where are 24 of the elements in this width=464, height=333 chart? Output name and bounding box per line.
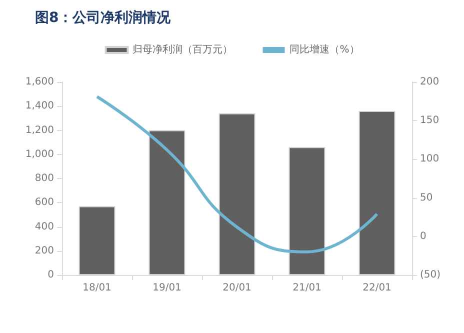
x-tick-label: 21/01 (292, 282, 322, 294)
chart-title: 图8：公司净利润情况 (35, 9, 172, 26)
x-tick-label: 22/01 (362, 282, 392, 294)
y-tick-label: 1,200 (25, 124, 54, 136)
x-tick-label: 19/01 (152, 282, 182, 294)
y2-tick-label: 200 (420, 76, 440, 88)
y2-tick-label: 150 (420, 115, 440, 126)
y-tick-label: 600 (34, 197, 54, 208)
x-tick-label: 18/01 (82, 282, 112, 294)
legend-label: 归母净利润（百万元） (132, 44, 233, 56)
y-tick-label: 400 (34, 221, 54, 232)
y-tick-label: 1,600 (25, 76, 54, 88)
y2-tick-label: (50) (420, 270, 441, 280)
y-tick-label: 0 (48, 270, 54, 280)
x-tick-label: 20/01 (222, 282, 252, 294)
y-tick-label: 200 (34, 245, 54, 256)
y2-tick-label: 50 (420, 192, 433, 204)
y-tick-label: 1,400 (25, 100, 54, 112)
y2-tick-label: 0 (420, 230, 426, 242)
y-tick-label: 800 (34, 173, 54, 184)
y-tick-label: 1,000 (25, 148, 54, 160)
line-series (96, 95, 378, 254)
y2-tick-label: 100 (420, 154, 440, 165)
legend-label: 同比增速（%） (290, 44, 360, 56)
